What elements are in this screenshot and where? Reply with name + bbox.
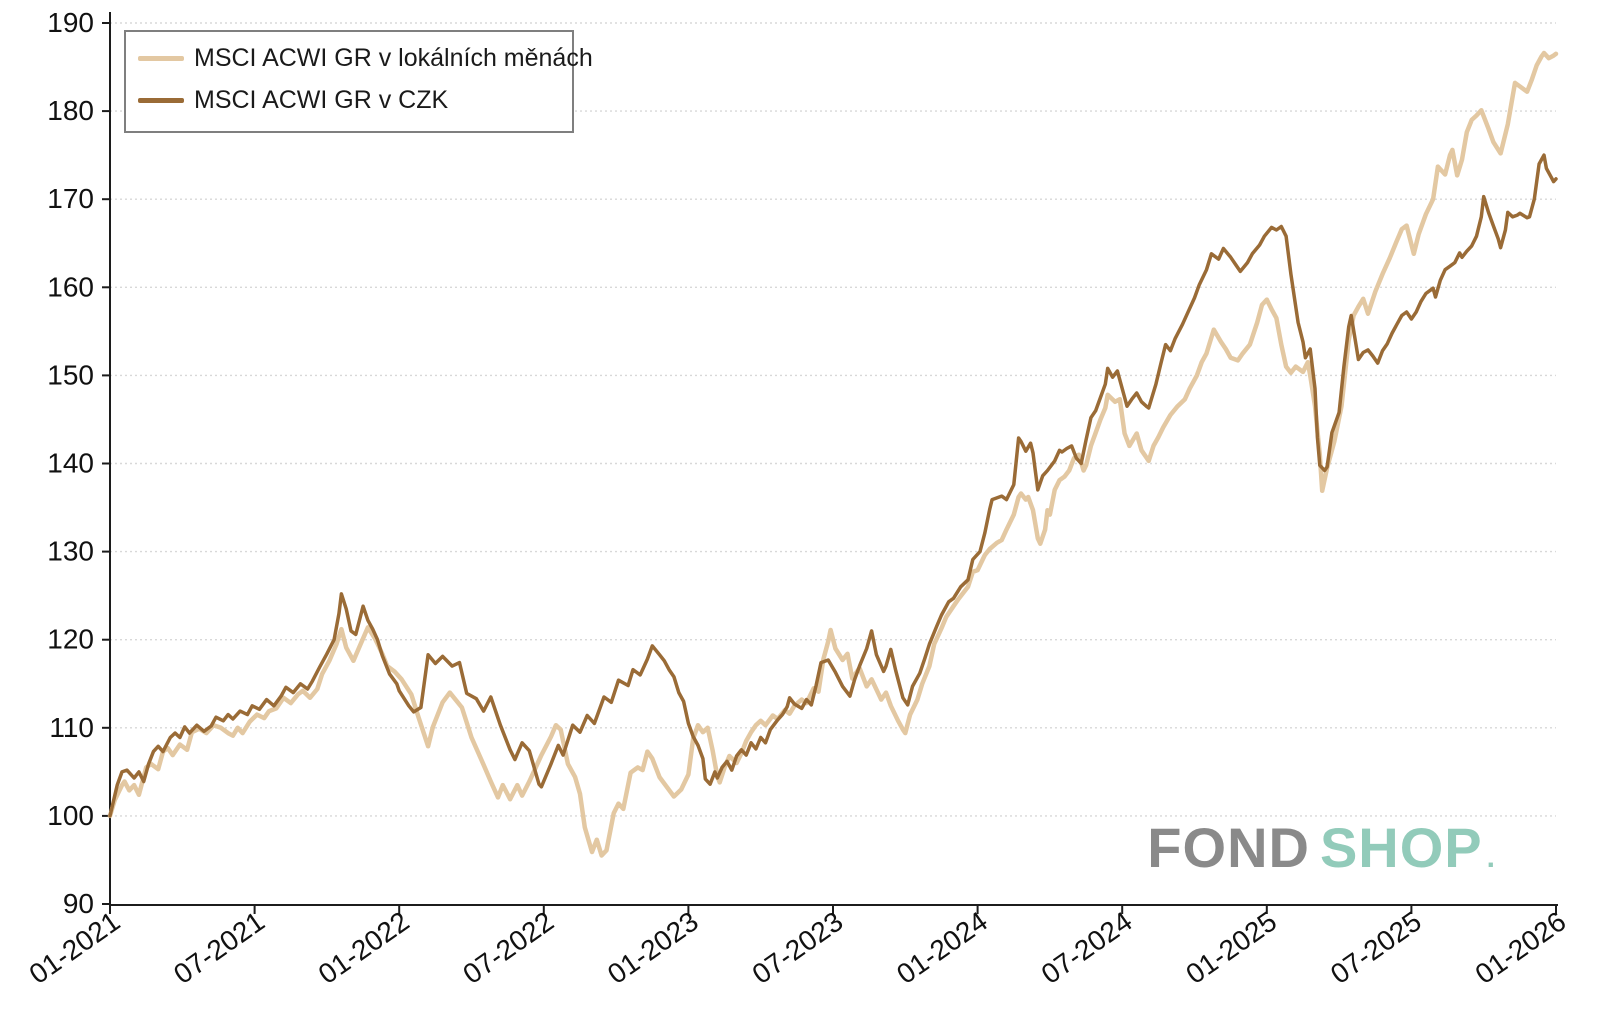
y-tick-label: 150 <box>47 359 94 390</box>
x-tick-label: 01-2022 <box>313 906 415 990</box>
legend-label-local: MSCI ACWI GR v lokálních měnách <box>194 44 593 73</box>
y-tick-label: 120 <box>47 624 94 655</box>
y-tick-label: 100 <box>47 800 94 831</box>
legend-item-czk: MSCI ACWI GR v CZK <box>138 86 562 115</box>
y-tick-label: 90 <box>63 888 94 919</box>
y-tick-label: 190 <box>47 7 94 38</box>
series-line-local-currencies <box>107 50 1559 858</box>
x-tick-label: 07-2024 <box>1036 906 1138 990</box>
y-tick-label: 170 <box>47 183 94 214</box>
x-tick-label: 07-2025 <box>1325 906 1427 990</box>
y-tick-label: 180 <box>47 95 94 126</box>
legend-item-local: MSCI ACWI GR v lokálních měnách <box>138 44 593 73</box>
x-tick-label: 07-2022 <box>457 906 559 990</box>
y-tick-label: 160 <box>47 271 94 302</box>
logo-text-shop: SHOP <box>1319 816 1483 879</box>
legend-swatch-local-icon <box>138 56 184 62</box>
x-tick-label: 01-2024 <box>891 906 993 990</box>
x-tick-label: 07-2021 <box>168 906 270 990</box>
logo-text-fond: FOND <box>1147 816 1310 879</box>
logo-dot: . <box>1486 841 1496 874</box>
y-tick-label: 130 <box>47 536 94 567</box>
y-tick-label: 140 <box>47 448 94 479</box>
chart-legend: MSCI ACWI GR v lokálních měnách MSCI ACW… <box>124 30 593 133</box>
x-tick-label: 01-2023 <box>602 906 704 990</box>
x-tick-label: 01-2026 <box>1469 906 1571 990</box>
x-tick-label: 07-2023 <box>746 906 848 990</box>
series-line-czk <box>108 153 1558 818</box>
fondshop-logo: FOND SHOP. <box>1147 820 1496 876</box>
legend-swatch-czk-icon <box>138 97 184 103</box>
x-tick-label: 01-2025 <box>1180 906 1282 990</box>
y-tick-label: 110 <box>49 712 94 743</box>
legend-label-czk: MSCI ACWI GR v CZK <box>194 85 449 114</box>
